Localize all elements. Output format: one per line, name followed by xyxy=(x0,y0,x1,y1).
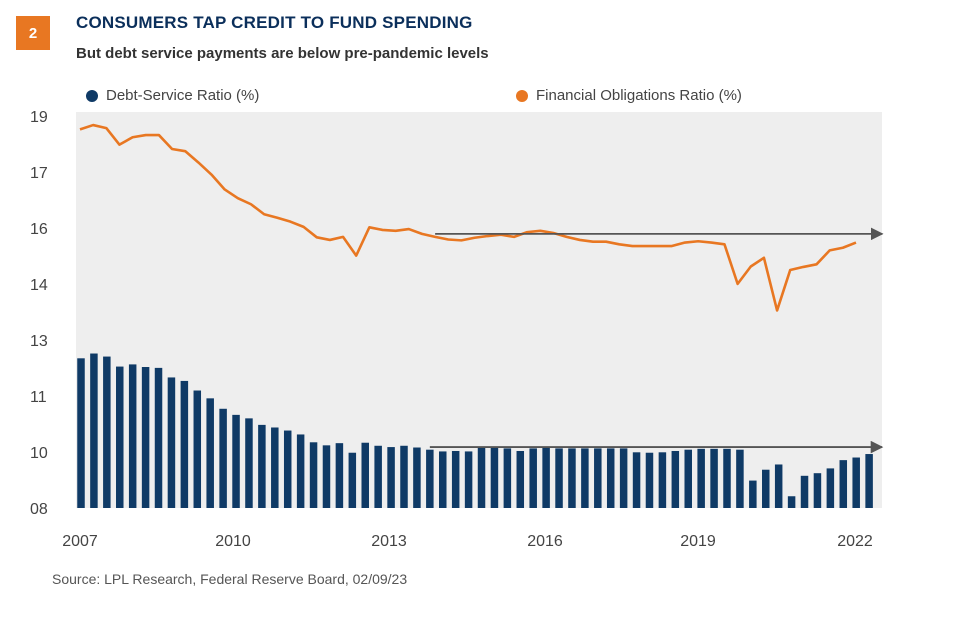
financial-obligations-line xyxy=(79,123,857,312)
debt-service-bar xyxy=(232,414,240,508)
y-tick-label: 08 xyxy=(30,501,48,518)
debt-service-bar xyxy=(839,460,848,508)
debt-service-bar xyxy=(335,443,344,508)
debt-service-bar xyxy=(245,418,253,508)
debt-service-bar xyxy=(606,448,615,508)
x-tick-label: 2022 xyxy=(837,533,873,550)
debt-service-bar xyxy=(400,445,408,508)
debt-service-bar xyxy=(736,449,744,508)
debt-service-bar xyxy=(180,380,189,508)
legend-label-debt-service: Debt-Service Ratio (%) xyxy=(106,87,260,104)
debt-service-bar xyxy=(684,449,692,508)
debt-service-bar xyxy=(542,446,550,508)
debt-service-bar xyxy=(116,366,124,508)
y-tick-label: 17 xyxy=(30,165,48,182)
debt-service-bar xyxy=(141,367,150,508)
debt-service-bar xyxy=(658,452,667,508)
legend-swatch-orange-icon xyxy=(516,89,528,102)
debt-service-bar xyxy=(77,358,85,508)
debt-service-bar xyxy=(516,450,525,508)
debt-service-bar xyxy=(374,445,382,508)
debt-service-bar xyxy=(594,448,602,508)
debt-service-bar xyxy=(529,448,537,508)
debt-service-bar xyxy=(645,452,654,508)
debt-service-bar xyxy=(787,496,796,508)
chart-title: CONSUMERS TAP CREDIT TO FUND SPENDING xyxy=(76,13,473,32)
legend-label-financial-obligations: Financial Obligations Ratio (%) xyxy=(536,87,742,104)
debt-service-bar xyxy=(361,442,369,508)
x-tick-label: 2007 xyxy=(62,533,98,550)
y-tick-label: 14 xyxy=(30,277,48,294)
debt-service-bar xyxy=(671,450,680,508)
debt-service-bar xyxy=(206,398,214,508)
debt-service-bar xyxy=(219,408,227,508)
debt-service-bar xyxy=(865,454,873,508)
debt-service-bar xyxy=(439,451,447,508)
x-tick-label: 2016 xyxy=(527,533,563,550)
debt-service-bar xyxy=(167,377,176,508)
debt-service-bar xyxy=(581,448,589,508)
x-tick-label: 2010 xyxy=(215,533,251,550)
debt-service-bar xyxy=(154,367,163,508)
debt-service-bar xyxy=(387,447,395,508)
y-tick-label: 16 xyxy=(30,221,48,238)
debt-service-bar xyxy=(464,451,473,508)
debt-service-bar xyxy=(826,468,835,508)
debt-service-bar xyxy=(697,448,705,508)
debt-service-bar xyxy=(90,353,98,508)
chart-subtitle: But debt service payments are below pre-… xyxy=(76,45,489,62)
x-tick-label: 2013 xyxy=(371,533,407,550)
debt-service-bar xyxy=(710,448,718,508)
debt-service-bar xyxy=(813,473,822,508)
debt-service-bar xyxy=(503,448,512,508)
debt-service-bar xyxy=(193,390,202,508)
debt-service-bar xyxy=(309,442,318,508)
chart-legend: Debt-Service Ratio (%) Financial Obligat… xyxy=(0,87,966,109)
debt-service-bar xyxy=(619,448,628,508)
debt-service-bar xyxy=(800,475,809,508)
debt-service-bar xyxy=(258,424,266,508)
debt-service-bar xyxy=(852,457,860,508)
legend-item-debt-service: Debt-Service Ratio (%) xyxy=(86,87,259,104)
debt-service-bar xyxy=(426,449,434,508)
debt-service-bar xyxy=(283,430,292,508)
debt-service-bar xyxy=(723,448,731,508)
debt-service-bar xyxy=(490,447,499,508)
debt-service-bar xyxy=(296,434,305,508)
y-tick-label: 11 xyxy=(30,389,47,406)
legend-item-financial-obligations: Financial Obligations Ratio (%) xyxy=(516,87,742,104)
debt-service-bar xyxy=(322,445,331,508)
debt-service-bar xyxy=(477,447,486,508)
debt-service-bar xyxy=(632,452,641,508)
y-tick-label: 19 xyxy=(30,109,48,126)
y-tick-label: 10 xyxy=(30,445,48,462)
x-tick-label: 2019 xyxy=(680,533,716,550)
y-tick-label: 13 xyxy=(30,333,48,350)
legend-swatch-navy-icon xyxy=(86,89,98,102)
debt-service-bar xyxy=(128,364,137,508)
debt-service-bar xyxy=(271,427,279,508)
debt-service-bar xyxy=(749,480,757,508)
debt-service-bar xyxy=(103,356,111,508)
debt-service-bar xyxy=(555,448,563,508)
debt-service-bar xyxy=(348,452,357,508)
debt-service-bar xyxy=(413,447,421,508)
source-note: Source: LPL Research, Federal Reserve Bo… xyxy=(52,571,408,587)
debt-service-bar xyxy=(568,448,576,508)
debt-service-bar xyxy=(451,450,460,508)
figure-number-badge: 2 xyxy=(16,16,50,50)
debt-service-bar xyxy=(762,469,770,508)
debt-service-bar xyxy=(774,464,783,508)
